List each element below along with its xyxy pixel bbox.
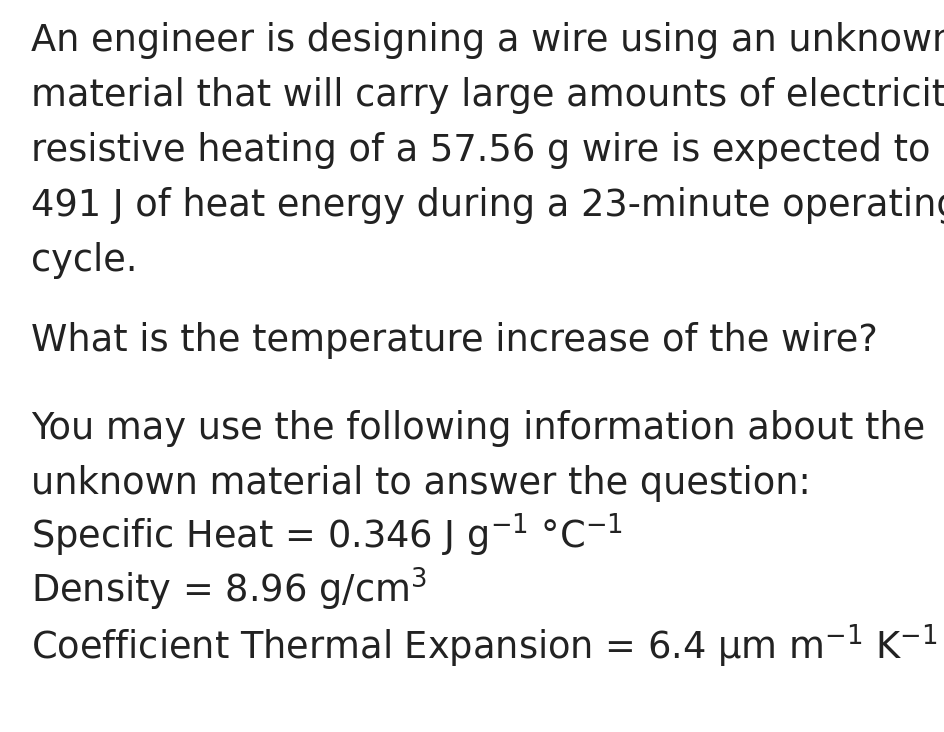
Text: You may use the following information about the: You may use the following information ab… (31, 410, 924, 447)
Text: An engineer is designing a wire using an unknown: An engineer is designing a wire using an… (31, 22, 944, 59)
Text: resistive heating of a 57.56 g wire is expected to add: resistive heating of a 57.56 g wire is e… (31, 132, 944, 169)
Text: material that will carry large amounts of electricity. The: material that will carry large amounts o… (31, 77, 944, 114)
Text: 491 J of heat energy during a 23-minute operating: 491 J of heat energy during a 23-minute … (31, 187, 944, 224)
Text: Specific Heat = 0.346 J g$^{-1}$ °C$^{-1}$: Specific Heat = 0.346 J g$^{-1}$ °C$^{-1… (31, 511, 622, 559)
Text: Coefficient Thermal Expansion = 6.4 μm m$^{-1}$ K$^{-1}$: Coefficient Thermal Expansion = 6.4 μm m… (31, 622, 936, 670)
Text: What is the temperature increase of the wire?: What is the temperature increase of the … (31, 322, 877, 359)
Text: cycle.: cycle. (31, 242, 138, 279)
Text: Density = 8.96 g/cm$^3$: Density = 8.96 g/cm$^3$ (31, 566, 427, 613)
Text: unknown material to answer the question:: unknown material to answer the question: (31, 465, 810, 502)
